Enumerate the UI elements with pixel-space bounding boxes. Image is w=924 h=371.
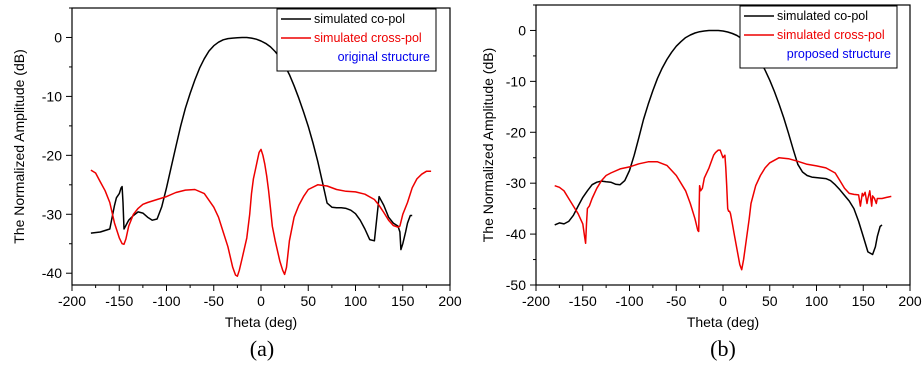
y-tick-label: -50 <box>506 277 526 293</box>
x-tick-label: -200 <box>522 293 550 309</box>
legend-label: simulated co-pol <box>314 12 405 26</box>
y-tick-label: -40 <box>42 265 62 281</box>
legend-label: simulated co-pol <box>777 9 868 23</box>
x-tick-label: -200 <box>58 293 86 309</box>
y-tick-label: 0 <box>518 22 526 38</box>
y-tick-label: -20 <box>42 147 62 163</box>
x-tick-label: 50 <box>762 293 778 309</box>
x-tick-label: 150 <box>852 293 876 309</box>
series-line-simulated-cross-pol <box>90 148 432 277</box>
x-tick-label: 100 <box>805 293 829 309</box>
x-tick-label: -100 <box>152 293 180 309</box>
series-line-simulated-cross-pol <box>554 149 892 271</box>
chart-panel-a: -200 -150 -100 -50 0 50 100 150 200 0 -10 -20 -30 -40… <box>11 7 462 361</box>
y-tick-label: -30 <box>42 206 62 222</box>
y-tick-label: -10 <box>42 88 62 104</box>
panel-caption: (b) <box>710 336 736 361</box>
x-axis-title: Theta (deg) <box>687 314 759 330</box>
x-tick-label: 0 <box>719 293 727 309</box>
x-tick-label: 200 <box>898 293 922 309</box>
legend-label: simulated cross-pol <box>314 31 422 45</box>
x-tick-label: -100 <box>615 293 643 309</box>
x-tick-label: -150 <box>569 293 597 309</box>
x-axis-title: Theta (deg) <box>225 314 297 330</box>
y-axis-title: The Normalized Amplitude (dB) <box>480 48 496 243</box>
x-tick-label: 100 <box>344 293 368 309</box>
y-tick-label: -30 <box>506 175 526 191</box>
y-tick-label: -40 <box>506 226 526 242</box>
y-axis-title: The Normalized Amplitude (dB) <box>11 49 27 244</box>
legend-label: simulated cross-pol <box>777 28 885 42</box>
x-tick-label: 0 <box>257 293 265 309</box>
series-line-simulated-co-pol <box>554 29 883 256</box>
series-line-simulated-co-pol <box>90 36 413 251</box>
y-tick-label: -10 <box>506 73 526 89</box>
legend-note: original structure <box>338 50 430 64</box>
y-tick-label: -20 <box>506 124 526 140</box>
x-tick-label: -50 <box>204 293 224 309</box>
panel-caption: (a) <box>250 336 274 361</box>
x-tick-label: -150 <box>105 293 133 309</box>
x-tick-label: 50 <box>300 293 316 309</box>
x-tick-label: 200 <box>438 293 462 309</box>
x-tick-label: -50 <box>666 293 686 309</box>
legend-note: proposed structure <box>787 47 891 61</box>
chart-panel-b: -200 -150 -100 -50 0 50 100 150 200 0 -10 -20 -30 -40… <box>480 4 922 361</box>
x-tick-label: 150 <box>391 293 415 309</box>
y-tick-label: 0 <box>54 29 62 45</box>
